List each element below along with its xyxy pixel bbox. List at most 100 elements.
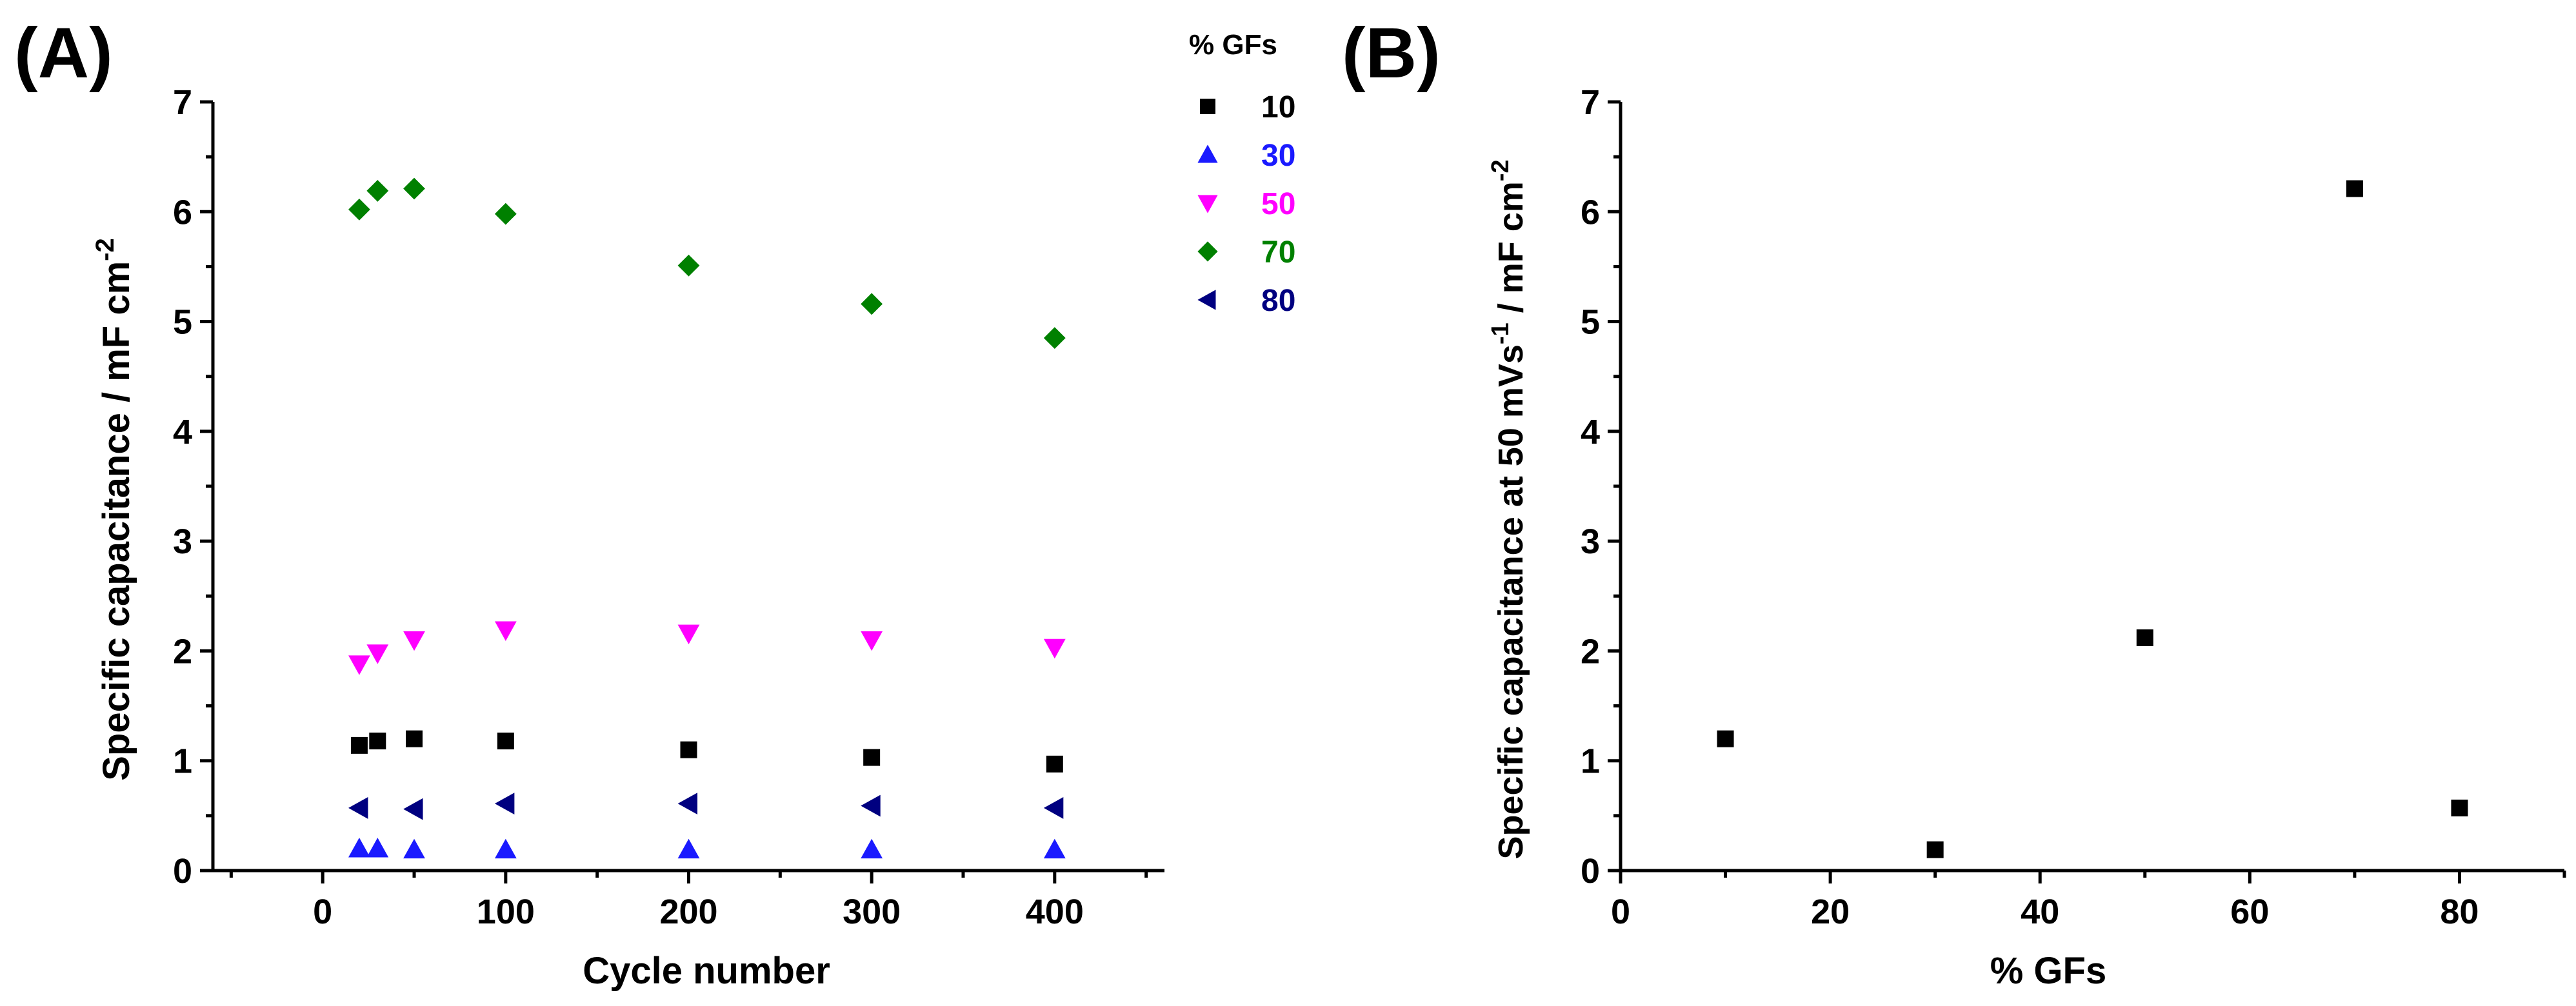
panel-b: (B) Specific capacitance at 50 mVs-1 / m… xyxy=(1342,14,2566,992)
x-tick-label: 300 xyxy=(843,893,901,931)
panel-b-axes xyxy=(1608,100,2566,883)
y-tick-label: 2 xyxy=(173,632,192,671)
x-tick-label: 400 xyxy=(1026,893,1084,931)
legend-label: 80 xyxy=(1261,284,1295,318)
y-tick-label: 0 xyxy=(1581,852,1600,891)
y-tick-label: 4 xyxy=(1581,413,1600,451)
data-point xyxy=(677,624,700,645)
data-point xyxy=(494,202,517,225)
data-point xyxy=(1043,638,1066,659)
series-70 xyxy=(348,177,1066,350)
series-30 xyxy=(348,838,1066,859)
data-point xyxy=(348,198,370,221)
data-point xyxy=(369,733,386,750)
x-tick-label: 60 xyxy=(2230,893,2269,931)
x-tick-label: 200 xyxy=(659,893,717,931)
y-tick-label: 7 xyxy=(173,83,192,122)
panel-b-y-axis-title-mid: / mF cm xyxy=(1492,181,1530,322)
data-point xyxy=(350,736,368,754)
data-point xyxy=(2451,799,2468,816)
data-point xyxy=(403,631,425,651)
series-10 xyxy=(350,730,1063,773)
y-tick-label: 3 xyxy=(1581,522,1600,561)
panel-a-y-axis-title-main: Specific capacitance / mF cm xyxy=(95,261,137,781)
panel-a-axes xyxy=(200,100,1164,883)
data-point xyxy=(403,177,425,200)
panel-b-label: (B) xyxy=(1342,14,1441,93)
x-tick-label: 0 xyxy=(1611,893,1630,931)
legend-marker xyxy=(1197,144,1218,163)
data-point xyxy=(403,838,425,859)
data-point xyxy=(1043,838,1066,859)
x-tick-label: 20 xyxy=(1811,893,1850,931)
data-point xyxy=(1717,730,1734,747)
panel-a: (A) Specific capacitance / mF cm-2 Cycle… xyxy=(14,14,1295,992)
y-tick-label: 4 xyxy=(173,413,192,451)
data-point xyxy=(680,741,697,758)
data-point xyxy=(366,644,389,664)
series-0 xyxy=(1717,180,2468,858)
panel-a-legend-items: 10 30 50 70 80 xyxy=(1197,90,1295,318)
y-tick-label: 2 xyxy=(1581,632,1600,671)
legend-label: 70 xyxy=(1261,235,1295,270)
panel-b-tick-labels: 0 1 2 3 4 5 6 7 0 20 40 60 80 xyxy=(1581,83,2479,931)
data-point xyxy=(861,794,881,817)
data-point xyxy=(497,733,514,750)
panel-a-tick-labels: 0 1 2 3 4 5 6 7 0 100 200 300 400 xyxy=(173,83,1084,931)
panel-b-y-axis-title-main: Specific capacitance at 50 mVs xyxy=(1492,344,1530,859)
data-point xyxy=(494,793,515,815)
series-80 xyxy=(348,793,1064,820)
series-50 xyxy=(348,621,1066,675)
data-point xyxy=(494,838,517,859)
y-tick-label: 6 xyxy=(1581,193,1600,232)
data-point xyxy=(348,838,370,858)
y-tick-label: 7 xyxy=(1581,83,1600,122)
panel-b-plot-area xyxy=(1717,180,2468,858)
data-point xyxy=(366,838,389,858)
x-tick-label: 40 xyxy=(2021,893,2059,931)
panel-a-y-axis-title-sup: -2 xyxy=(91,238,119,261)
y-tick-label: 5 xyxy=(173,303,192,342)
x-tick-label: 0 xyxy=(313,893,332,931)
y-tick-label: 0 xyxy=(173,852,192,891)
data-point xyxy=(861,838,883,859)
legend-marker xyxy=(1200,99,1215,114)
data-point xyxy=(2346,180,2363,197)
data-point xyxy=(1043,797,1064,819)
y-tick-label: 3 xyxy=(173,522,192,561)
legend-label: 50 xyxy=(1261,187,1295,221)
data-point xyxy=(1926,841,1944,858)
data-point xyxy=(677,838,700,859)
data-point xyxy=(863,749,881,766)
legend-marker xyxy=(1197,290,1216,310)
panel-a-plot-area xyxy=(348,177,1066,859)
legend-label: 30 xyxy=(1261,139,1295,173)
data-point xyxy=(1043,327,1066,350)
data-point xyxy=(861,293,883,315)
data-point xyxy=(348,655,370,675)
data-point xyxy=(677,254,700,277)
y-tick-label: 5 xyxy=(1581,303,1600,342)
data-point xyxy=(861,631,883,651)
panel-a-y-axis-title: Specific capacitance / mF cm-2 xyxy=(91,238,137,781)
panel-b-y-axis-title-sup2: -2 xyxy=(1487,159,1514,181)
data-point xyxy=(366,180,389,202)
panel-a-legend-title: % GFs xyxy=(1189,29,1277,61)
data-point xyxy=(348,797,368,819)
data-point xyxy=(494,621,517,641)
y-tick-label: 1 xyxy=(1581,742,1600,781)
legend-label: 10 xyxy=(1261,90,1295,124)
panel-a-x-axis-title: Cycle number xyxy=(583,950,830,992)
panel-b-y-axis-title-sup1: -1 xyxy=(1487,322,1514,344)
x-tick-label: 100 xyxy=(477,893,535,931)
panel-b-y-axis-title: Specific capacitance at 50 mVs-1 / mF cm… xyxy=(1487,159,1530,859)
legend-marker xyxy=(1197,195,1218,213)
data-point xyxy=(1046,755,1063,773)
panel-a-legend: % GFs 10 30 50 70 80 xyxy=(1189,29,1295,318)
data-point xyxy=(677,793,698,815)
x-tick-label: 80 xyxy=(2440,893,2479,931)
legend-marker xyxy=(1197,241,1218,262)
data-point xyxy=(2136,629,2153,646)
data-point xyxy=(403,798,423,820)
panel-a-label: (A) xyxy=(14,14,113,93)
